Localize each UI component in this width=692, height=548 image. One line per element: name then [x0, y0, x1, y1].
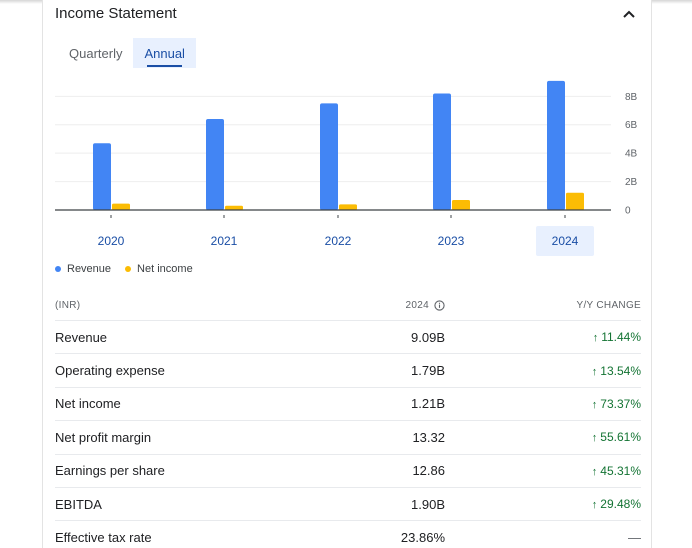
net-income-bar[interactable] — [225, 205, 243, 210]
y-tick-label: 2B — [625, 177, 638, 188]
table-row: Net profit margin 13.32 ↑ 55.61% — [55, 421, 641, 455]
header-currency: (INR) — [55, 299, 81, 311]
y-tick-label: 0 — [625, 206, 631, 217]
revenue-bar[interactable] — [433, 93, 451, 210]
metric-change: ↑ 73.37% — [445, 397, 641, 411]
metric-value: 1.79B — [411, 363, 445, 379]
change-value: 29.48% — [600, 497, 641, 512]
chevron-up-icon — [623, 10, 635, 18]
tab-quarterly[interactable]: Quarterly — [69, 45, 123, 61]
table-row: EBITDA 1.90B ↑ 29.48% — [55, 488, 641, 522]
metric-change: ↑ 55.61% — [445, 430, 641, 444]
legend-label-revenue: Revenue — [67, 263, 112, 275]
collapse-button[interactable] — [617, 4, 641, 24]
metric-value: 23.86% — [400, 530, 445, 546]
metric-label: Operating expense — [55, 363, 165, 379]
arrow-up-icon: ↑ — [592, 332, 599, 345]
net-income-bar[interactable] — [339, 204, 357, 210]
metric-change: ↑ 45.31% — [445, 464, 641, 478]
legend-item-net-income: Net income — [125, 263, 193, 275]
arrow-up-icon: ↑ — [591, 499, 598, 512]
x-tick-label[interactable]: 2022 — [324, 234, 352, 248]
metric-value: 13.32 — [412, 429, 445, 445]
x-tick-label[interactable]: 2020 — [97, 234, 125, 248]
chart-legend: Revenue Net income — [55, 263, 207, 275]
metric-change: — — [445, 530, 641, 545]
net-income-bar[interactable] — [452, 200, 470, 210]
income-statement-card: Income Statement Quarterly Annual 0 2B 4B 6… — [42, 0, 652, 548]
change-value: — — [628, 530, 641, 546]
legend-label-net-income: Net income — [137, 263, 193, 275]
header-change: Y/Y CHANGE — [576, 299, 641, 311]
x-tick-label[interactable]: 2024 — [536, 226, 594, 256]
arrow-up-icon: ↑ — [591, 365, 598, 378]
table-row: Effective tax rate 23.86% — — [55, 521, 641, 548]
metric-change: ↑ 29.48% — [445, 497, 641, 511]
metric-value: 1.90B — [411, 496, 445, 512]
income-bar-chart: 0 2B 4B 6B 8B — [55, 80, 638, 218]
change-value: 55.61% — [600, 430, 641, 445]
revenue-bar[interactable] — [547, 80, 565, 210]
table-row: Revenue 9.09B ↑ 11.44% — [55, 321, 641, 355]
chart-year-labels: 2020 2021 2022 2023 2024 — [43, 226, 653, 256]
table-header: (INR) 2024 Y/Y CHANGE — [55, 290, 641, 321]
table-row: Earnings per share 12.86 ↑ 45.31% — [55, 455, 641, 488]
change-value: 73.37% — [600, 396, 641, 411]
metric-label: Effective tax rate — [55, 530, 152, 546]
financials-table: (INR) 2024 Y/Y CHANGE Revenue 9.09B ↑ 11.44… — [55, 290, 641, 548]
metric-value: 1.21B — [411, 396, 445, 412]
metric-value: 9.09B — [411, 329, 445, 345]
net-income-dot-icon — [125, 266, 132, 272]
metric-label: Net income — [55, 396, 121, 412]
metric-change: ↑ 13.54% — [445, 364, 641, 378]
revenue-bar[interactable] — [320, 103, 338, 210]
table-row: Operating expense 1.79B ↑ 13.54% — [55, 354, 641, 388]
metric-label: Revenue — [55, 329, 108, 345]
table-row: Net income 1.21B ↑ 73.37% — [55, 388, 641, 422]
y-tick-label: 8B — [625, 92, 638, 103]
change-value: 11.44% — [601, 330, 641, 345]
revenue-bar[interactable] — [93, 143, 111, 210]
table-body: Revenue 9.09B ↑ 11.44% Operating expense 1.79… — [55, 321, 641, 548]
period-tabs: Quarterly Annual — [58, 38, 196, 68]
revenue-dot-icon — [55, 266, 61, 272]
arrow-up-icon: ↑ — [591, 465, 598, 478]
x-tick-label[interactable]: 2021 — [210, 234, 238, 248]
info-icon[interactable] — [434, 299, 445, 311]
revenue-bar[interactable] — [206, 119, 224, 210]
change-value: 13.54% — [600, 363, 641, 378]
y-tick-label: 6B — [625, 120, 638, 131]
x-tick-label[interactable]: 2023 — [437, 234, 465, 248]
metric-label: EBITDA — [55, 496, 102, 512]
section-title: Income Statement — [55, 5, 177, 22]
metric-label: Earnings per share — [55, 463, 165, 479]
header-year: 2024 — [355, 300, 445, 311]
header-year-label: 2024 — [405, 299, 429, 311]
net-income-bar[interactable] — [112, 203, 130, 210]
change-value: 45.31% — [600, 463, 641, 478]
net-income-bar[interactable] — [566, 192, 584, 210]
y-tick-label: 4B — [625, 149, 638, 160]
metric-change: ↑ 11.44% — [445, 330, 641, 344]
legend-item-revenue: Revenue — [55, 263, 111, 275]
tab-annual[interactable]: Annual — [133, 38, 196, 68]
metric-label: Net profit margin — [55, 429, 152, 445]
arrow-up-icon: ↑ — [591, 398, 598, 411]
metric-value: 12.86 — [412, 463, 445, 479]
arrow-up-icon: ↑ — [591, 432, 598, 445]
